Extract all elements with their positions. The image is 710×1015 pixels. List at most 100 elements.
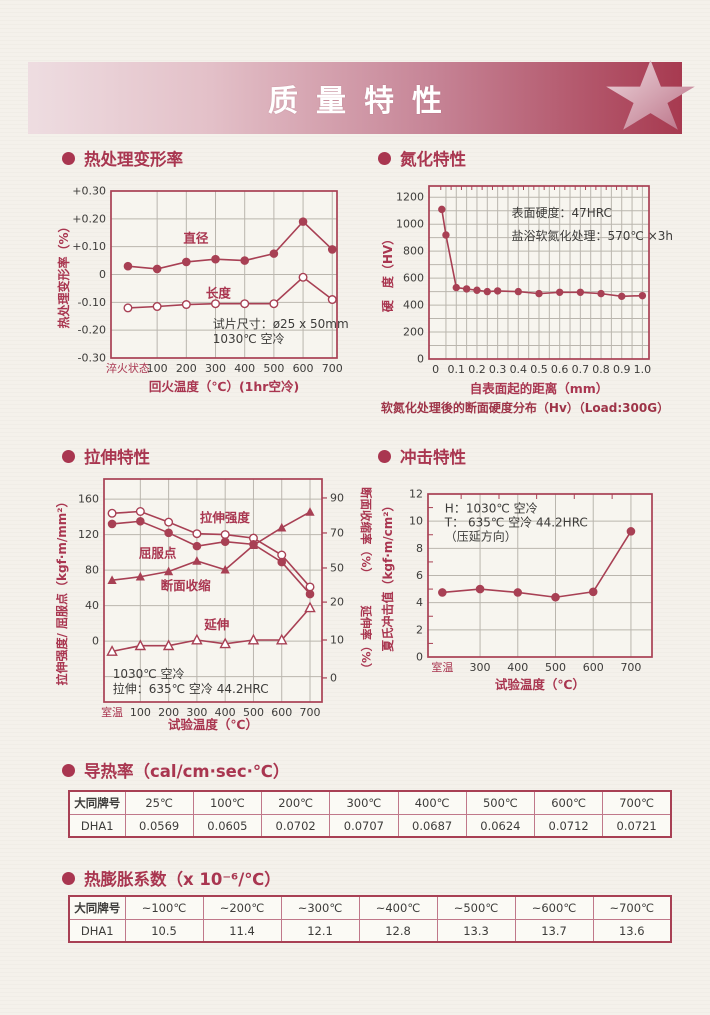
svg-text:1030℃ 空冷: 1030℃ 空冷 <box>113 667 185 681</box>
svg-text:延伸率（%）: 延伸率（%） <box>359 604 372 674</box>
svg-text:400: 400 <box>507 661 528 674</box>
table-cell: 13.7 <box>514 919 594 943</box>
table-cell: 12.1 <box>280 919 360 943</box>
thermal-expansion-table-grid: 大同牌号 ~100℃ ~200℃ ~300℃ ~400℃ ~500℃ ~600℃ ~700℃ D… <box>68 895 672 943</box>
svg-text:直径: 直径 <box>183 231 209 246</box>
section-title-thermal-conductivity: 导热率（cal/cm·sec·℃） <box>62 758 289 782</box>
svg-text:4: 4 <box>416 596 423 609</box>
svg-text:80: 80 <box>85 564 99 577</box>
svg-text:0.1: 0.1 <box>448 363 466 376</box>
svg-text:120: 120 <box>78 528 99 541</box>
svg-text:0.4: 0.4 <box>510 363 528 376</box>
svg-text:12: 12 <box>409 488 423 501</box>
svg-text:+0.20: +0.20 <box>72 212 106 225</box>
table-cell: 11.4 <box>202 919 282 943</box>
svg-text:6: 6 <box>416 569 423 582</box>
table-cell: 12.8 <box>358 919 438 943</box>
svg-text:盐浴软氮化处理：570℃ ×3h: 盐浴软氮化处理：570℃ ×3h <box>512 228 673 243</box>
section-title-text: 热处理变形率 <box>84 150 183 169</box>
heat-deformation-chart: +0.30 +0.20 +0.10 0 -0.10 -0.20 -0.30 淬火状态 100 20… <box>56 182 348 396</box>
table-header-row: 大同牌号 25℃ 100℃ 200℃ 300℃ 400℃ 500℃ 600℃ 700℃ <box>68 790 672 815</box>
bullet-icon <box>62 449 75 463</box>
svg-text:70: 70 <box>330 526 344 539</box>
svg-text:1200: 1200 <box>396 191 424 204</box>
table-cell: 0.0712 <box>533 814 604 838</box>
table-cell: 0.0605 <box>192 814 263 838</box>
svg-text:200: 200 <box>176 362 197 375</box>
svg-text:表面硬度：47HRC: 表面硬度：47HRC <box>512 205 612 220</box>
table-header-cell: 500℃ <box>465 790 536 815</box>
section-title-text: 拉伸特性 <box>84 448 150 467</box>
table-header-cell: ~500℃ <box>436 895 516 920</box>
table-header-cell: 25℃ <box>124 790 194 815</box>
svg-text:0.3: 0.3 <box>489 363 507 376</box>
svg-text:+0.30: +0.30 <box>72 185 106 198</box>
table-header-cell: ~600℃ <box>514 895 594 920</box>
svg-text:断面收缩: 断面收缩 <box>161 578 212 593</box>
svg-text:0.5: 0.5 <box>530 363 548 376</box>
svg-text:700: 700 <box>300 706 321 719</box>
svg-text:0.2: 0.2 <box>468 363 486 376</box>
table-header-cell: ~700℃ <box>592 895 672 920</box>
table-header-cell: 600℃ <box>533 790 604 815</box>
thermal-conductivity-table: 大同牌号 25℃ 100℃ 200℃ 300℃ 400℃ 500℃ 600℃ 700℃ DHA1 0… <box>68 790 672 838</box>
svg-text:40: 40 <box>85 599 99 612</box>
table-cell: 13.6 <box>592 919 672 943</box>
star-icon <box>606 60 695 130</box>
svg-text:回火温度（℃）(1hr空冷): 回火温度（℃）(1hr空冷) <box>149 379 299 394</box>
svg-text:1000: 1000 <box>396 218 424 231</box>
svg-text:-0.30: -0.30 <box>78 352 106 365</box>
table-header-row: 大同牌号 ~100℃ ~200℃ ~300℃ ~400℃ ~500℃ ~600℃ ~700℃ <box>68 895 672 920</box>
svg-text:2: 2 <box>416 623 423 636</box>
table-header-cell: 200℃ <box>260 790 331 815</box>
table-cell: DHA1 <box>68 814 126 838</box>
table-header-cell: 大同牌号 <box>68 790 126 815</box>
svg-text:试验温度（℃）: 试验温度（℃） <box>495 677 585 692</box>
svg-text:0.6: 0.6 <box>551 363 569 376</box>
table-cell: 10.5 <box>124 919 204 943</box>
svg-text:0: 0 <box>92 635 99 648</box>
table-row: DHA1 10.5 11.4 12.1 12.8 13.3 13.7 13.6 <box>68 919 672 943</box>
svg-text:300: 300 <box>205 362 226 375</box>
svg-text:500: 500 <box>263 362 284 375</box>
impact-chart: 12 10 8 6 4 2 0 室温 300 400 500 600 700 H：1030℃ 空冷 T： 6… <box>378 480 672 694</box>
svg-text:+0.10: +0.10 <box>72 240 106 253</box>
svg-text:400: 400 <box>403 299 424 312</box>
svg-text:T： 635℃ 空冷 44.2HRC: T： 635℃ 空冷 44.2HRC <box>444 516 588 530</box>
bullet-icon <box>378 151 391 165</box>
svg-text:600: 600 <box>271 706 292 719</box>
svg-text:8: 8 <box>416 542 423 555</box>
impact-plot: 12 10 8 6 4 2 0 室温 300 400 500 600 700 H：1030℃ 空冷T： 6… <box>380 488 653 692</box>
table-cell: 13.3 <box>436 919 516 943</box>
svg-text:20: 20 <box>330 596 344 609</box>
svg-text:室温: 室温 <box>431 660 453 674</box>
thermal-expansion-table: 大同牌号 ~100℃ ~200℃ ~300℃ ~400℃ ~500℃ ~600℃ ~700℃ D… <box>68 895 672 943</box>
section-title-tensile: 拉伸特性 <box>62 444 150 468</box>
svg-text:自表面起的距离（mm）: 自表面起的距离（mm） <box>470 381 609 396</box>
table-header-cell: 400℃ <box>397 790 467 815</box>
nitriding-caption: 软氮化处理後的断面硬度分布（Hv）（Load:300G） <box>380 401 670 415</box>
svg-text:长度: 长度 <box>206 286 232 301</box>
svg-text:0: 0 <box>99 268 106 281</box>
svg-text:拉伸强度: 拉伸强度 <box>200 510 251 525</box>
svg-text:200: 200 <box>403 326 424 339</box>
svg-text:700: 700 <box>620 661 641 674</box>
table-header-cell: ~200℃ <box>202 895 282 920</box>
svg-text:600: 600 <box>403 272 424 285</box>
svg-text:0.8: 0.8 <box>592 363 610 376</box>
svg-text:700: 700 <box>322 362 343 375</box>
nitriding-plot: 1200 1000 800 600 400 200 00 0.1 0.2 0.3 0.4 0.5 0.6… <box>380 185 673 396</box>
table-header-cell: 700℃ <box>602 790 672 815</box>
table-header-cell: 300℃ <box>329 790 399 815</box>
table-header-cell: 大同牌号 <box>68 895 126 920</box>
svg-text:160: 160 <box>78 493 99 506</box>
table-cell: 0.0707 <box>329 814 399 838</box>
svg-text:600: 600 <box>293 362 314 375</box>
bullet-icon <box>62 871 75 885</box>
table-cell: 0.0702 <box>260 814 331 838</box>
svg-text:-0.20: -0.20 <box>78 324 106 337</box>
svg-text:硬 度（HV）: 硬 度（HV） <box>380 233 395 312</box>
bullet-icon <box>62 151 75 165</box>
svg-text:500: 500 <box>243 706 264 719</box>
